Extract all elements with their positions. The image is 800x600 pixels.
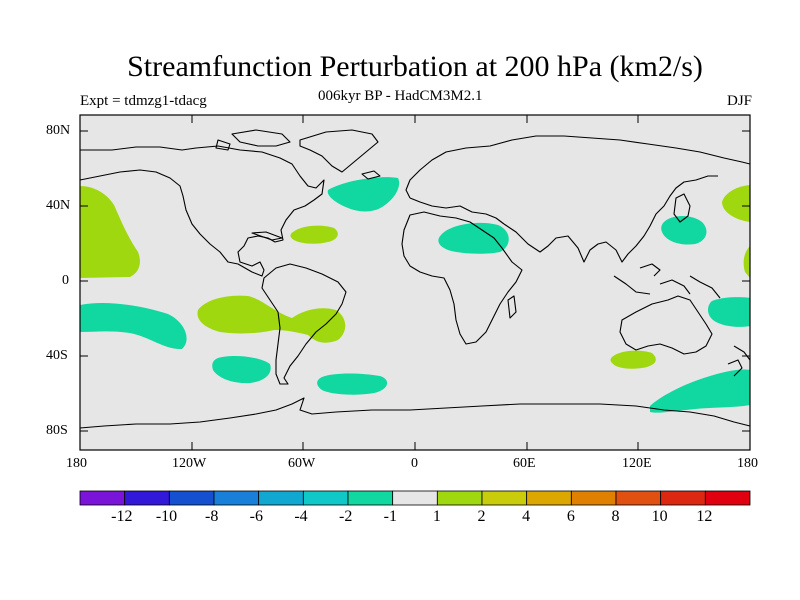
lat-label-40n: 40N: [46, 198, 71, 213]
positive-regions: [80, 185, 750, 369]
colorbar-box: [79, 490, 126, 506]
colorbar-label: -1: [383, 508, 397, 525]
lon-label-120w: 120W: [172, 456, 207, 471]
lat-label-80s: 80S: [46, 423, 68, 438]
region-pos-east-pacific-edge: [743, 246, 750, 278]
region-pos-west-atlantic: [290, 225, 338, 244]
lon-label-180-left: 180: [66, 456, 87, 471]
colorbar: [79, 490, 751, 506]
lon-label-0: 0: [411, 456, 418, 471]
colorbar-box: [570, 490, 617, 506]
colorbar-box: [124, 490, 170, 506]
region-neg-japan: [661, 216, 707, 245]
region-neg-southern-ocean-australia: [650, 369, 750, 413]
coast-iceland: [361, 170, 381, 180]
colorbar-label: -6: [249, 508, 263, 525]
colorbar-box: [347, 490, 394, 506]
region-pos-south-america: [197, 295, 346, 343]
lon-label-60w: 60W: [288, 456, 316, 471]
axis-ticks: [79, 115, 751, 450]
colorbar-box: [436, 490, 483, 506]
colorbar-box: [258, 490, 304, 506]
colorbar-box: [168, 490, 215, 506]
coast-south-america: [261, 263, 347, 385]
colorbar-label: -12: [111, 508, 133, 525]
coast-europe-mediterranean: [409, 197, 505, 225]
coast-australia: [619, 295, 713, 355]
map-title: Streamfunction Perturbation at 200 hPa (…: [127, 50, 703, 83]
colorbar-box: [615, 490, 662, 506]
region-neg-south-pacific-west: [80, 303, 187, 350]
coast-antarctica: [79, 397, 751, 429]
coast-north-america: [79, 145, 325, 277]
colorbar-label: -8: [205, 508, 219, 525]
colorbar-label: 1: [432, 508, 441, 525]
colorbar-box: [660, 490, 706, 506]
colorbar-box: [704, 490, 751, 506]
map-background: [80, 115, 750, 450]
colorbar-box: [392, 490, 438, 506]
region-pos-indian-ocean: [610, 350, 656, 369]
coast-madagascar: [507, 295, 517, 319]
colorbar-label: -2: [339, 508, 353, 525]
colorbar-label: 4: [522, 508, 531, 525]
coast-japan: [673, 193, 691, 223]
coastlines: [79, 129, 751, 429]
negative-regions: [80, 177, 750, 413]
colorbar-label: -10: [155, 508, 178, 525]
colorbar-label: 12: [696, 508, 713, 525]
colorbar-box: [481, 490, 528, 506]
experiment-label: Expt = tdmzg1-tdacg: [80, 93, 207, 109]
coast-cuba: [251, 231, 283, 241]
colorbar-label: 2: [477, 508, 486, 525]
lat-label-40s: 40S: [46, 348, 68, 363]
region-neg-egypt: [438, 222, 509, 254]
coast-arabia-india: [503, 175, 718, 263]
region-neg-south-atlantic: [317, 373, 388, 395]
colorbar-label: 10: [651, 508, 668, 525]
colorbar-label: -4: [294, 508, 308, 525]
map-subtitle: 006kyr BP - HadCM3M2.1: [318, 88, 483, 104]
region-neg-new-zealand: [708, 297, 750, 327]
colorbar-box: [526, 490, 572, 506]
lon-label-180-right: 180: [737, 456, 758, 471]
colorbar-label: 6: [566, 508, 575, 525]
coast-new-zealand: [727, 345, 751, 377]
coast-africa: [401, 211, 523, 345]
region-neg-north-atlantic: [327, 177, 400, 212]
region-pos-northwest-pacific-edge: [722, 185, 750, 222]
lon-label-120e: 120E: [622, 456, 652, 471]
lat-label-80n: 80N: [46, 123, 71, 138]
region-neg-south-pacific-chile: [212, 356, 271, 384]
coast-eurasia: [405, 135, 751, 199]
colorbar-label: 8: [611, 508, 620, 525]
coast-arctic-islands: [215, 129, 291, 151]
colorbar-box: [213, 490, 260, 506]
region-pos-northeast-pacific: [80, 186, 140, 278]
coast-southeast-asia-islands: [613, 263, 721, 299]
season-label: DJF: [726, 93, 752, 109]
coast-greenland: [299, 129, 379, 173]
colorbar-box: [302, 490, 349, 506]
lon-label-60e: 60E: [513, 456, 536, 471]
lat-label-0: 0: [62, 273, 69, 288]
